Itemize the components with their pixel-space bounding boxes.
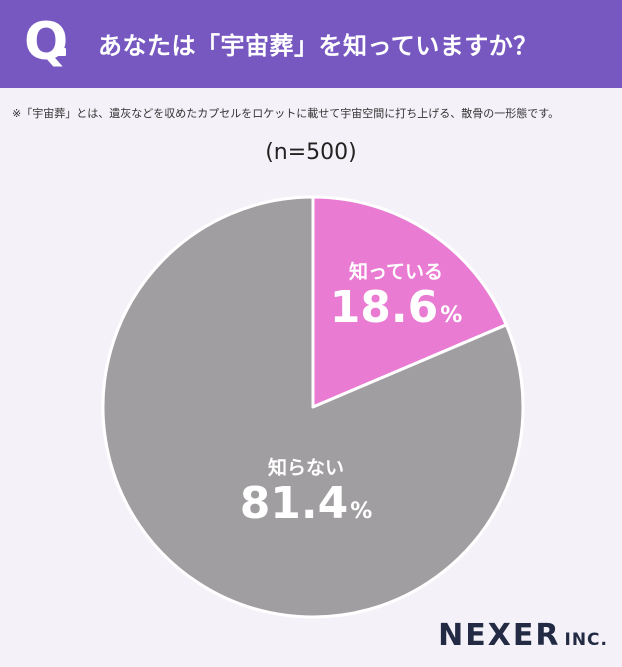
- slice-name-unknown: 知らない: [267, 457, 344, 479]
- logo-sub-text: INC.: [564, 630, 608, 650]
- pie-slice-unknown: [101, 195, 525, 619]
- footnote: ※「宇宙葬」とは、遺灰などを収めたカプセルをロケットに載せて宇宙空間に打ち上げる…: [12, 107, 560, 120]
- sample-size-label: (n=500): [265, 140, 357, 165]
- q-dot: [58, 48, 66, 56]
- pie-slice-known: [311, 195, 508, 409]
- slice-value-unknown: 81.4%: [239, 478, 373, 529]
- slice-value-known: 18.6%: [329, 282, 463, 333]
- question-title: あなたは「宇宙葬」を知っていますか？: [98, 32, 538, 60]
- logo-main-text: NEXER: [438, 618, 561, 653]
- slice-label-known: 知っている 18.6%: [316, 257, 476, 340]
- nexer-logo: NEXER INC.: [438, 618, 608, 653]
- slice-label-unknown: 知らない 81.4%: [226, 453, 386, 536]
- slice-name-known: 知っている: [348, 261, 444, 283]
- q-mark: Q: [24, 12, 69, 72]
- question-header: Q あなたは「宇宙葬」を知っていますか？: [0, 0, 622, 88]
